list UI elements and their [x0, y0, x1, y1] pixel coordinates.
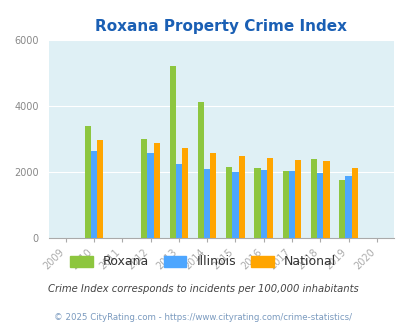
Bar [282, 171, 288, 238]
Bar [288, 171, 294, 238]
Bar [210, 153, 216, 238]
Bar [294, 160, 301, 238]
Legend: Roxana, Illinois, National: Roxana, Illinois, National [65, 250, 340, 274]
Text: © 2025 CityRating.com - https://www.cityrating.com/crime-statistics/: © 2025 CityRating.com - https://www.city… [54, 313, 351, 322]
Bar [197, 102, 204, 238]
Bar [226, 167, 232, 238]
Bar [147, 153, 153, 238]
Bar [351, 168, 357, 238]
Bar [204, 169, 210, 238]
Bar [323, 161, 329, 238]
Bar [254, 168, 260, 238]
Bar [97, 140, 103, 238]
Bar [91, 151, 97, 238]
Bar [316, 173, 323, 238]
Bar [141, 139, 147, 238]
Bar [266, 158, 273, 238]
Bar [175, 164, 181, 238]
Bar [84, 126, 91, 238]
Bar [345, 176, 351, 238]
Bar [169, 66, 175, 238]
Bar [153, 143, 160, 238]
Bar [181, 148, 188, 238]
Bar [232, 172, 238, 238]
Text: Crime Index corresponds to incidents per 100,000 inhabitants: Crime Index corresponds to incidents per… [47, 284, 358, 294]
Bar [310, 159, 316, 238]
Bar [238, 156, 244, 238]
Title: Roxana Property Crime Index: Roxana Property Crime Index [95, 19, 346, 34]
Bar [339, 180, 345, 238]
Bar [260, 170, 266, 238]
